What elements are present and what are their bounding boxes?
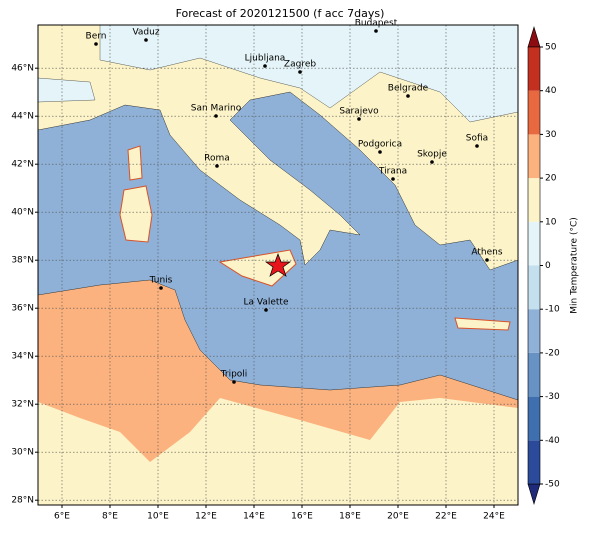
city-label: Bern [86,32,107,42]
map-frame [37,24,519,506]
colorbar-band [528,309,540,353]
y-tick-label: 42°N [11,160,34,170]
city-label: Tirana [378,167,407,177]
city-label: Belgrade [388,84,429,94]
y-tick-label: 30°N [11,448,34,458]
city-label: Vaduz [132,28,159,38]
y-tick-label: 38°N [11,256,34,266]
colorbar-band [528,47,540,91]
x-tick-label: 14°E [243,512,265,522]
colorbar-tick-label: 20 [545,174,557,184]
city-dot [357,117,361,121]
city-dot [215,164,219,168]
map-title: Forecast of 2020121500 (f acc 7days) [176,7,385,20]
city-dot [263,64,267,68]
x-tick-label: 16°E [291,512,313,522]
city-dot [430,160,434,164]
city-dot [214,114,218,118]
colorbar-tick-label: 40 [545,86,557,96]
grid [38,25,518,505]
crete [454,317,511,331]
city-label: Roma [204,154,230,164]
event-star [264,253,292,277]
city-label: Zagreb [284,60,316,70]
colorbar-label: Min Temperature (°C) [570,217,580,314]
city-label: Tripoli [220,370,248,380]
city-dot [391,177,395,181]
colorbar-tick-label: -20 [545,348,560,358]
colorbar-band [528,352,540,397]
colorbar-tick-label: -30 [545,392,560,402]
x-tick-label: 6°E [54,512,70,522]
colorbar-band [528,265,540,310]
x-tick-label: 10°E [147,512,169,522]
y-tick-label: 40°N [11,208,34,218]
colorbar-tick-label: -10 [545,305,560,315]
cold-region [38,25,518,123]
colorbar-over [527,25,541,48]
colorbar-tick-label: 10 [545,217,557,227]
city-label: Sarajevo [339,107,379,117]
city-label: Skopje [417,150,447,160]
city-label: Ljubljana [245,54,286,64]
colorbar-tick-label: -50 [545,480,560,490]
colorbar-tick-label: 50 [545,43,557,53]
y-tick-label: 44°N [11,112,34,122]
x-tick-label: 20°E [387,512,409,522]
colorbar-band [528,178,540,222]
sardinia [119,185,153,243]
city-label: Budapest [355,19,398,29]
city-label: Athens [471,248,502,258]
colorbar-band [528,440,540,484]
city-label: Podgorica [358,140,402,150]
city-dot [94,42,98,46]
map-area [38,25,518,505]
colorbar-tick-label: -40 [545,436,560,446]
city-label: Tunis [149,276,173,286]
y-tick-label: 46°N [11,64,34,74]
y-tick-label: 28°N [11,496,34,506]
corsica [127,145,143,181]
y-tick-label: 34°N [11,352,34,362]
city-dot [264,308,268,312]
x-tick-label: 22°E [435,512,457,522]
city-dot [144,38,148,42]
city-dot [159,286,163,290]
city-dot [475,144,479,148]
city-label: San Marino [191,104,242,114]
axes: 6°E 8°E 10°E 12°E 14°E 16°E 18°E 20°E 22°E 24°E 28… [11,64,505,522]
city-dot [485,258,489,262]
city-dot [378,150,382,154]
y-tick-label: 32°N [11,400,34,410]
colorbar-band [528,221,540,266]
x-tick-label: 12°E [195,512,217,522]
colorbar: -50 -40 -30 -20 -10 0 10 20 30 40 50 Min Temperatur… [527,25,580,506]
colorbar-under [527,483,541,506]
colorbar-band [528,396,540,441]
city-label: La Valette [244,298,289,308]
city-dot [374,29,378,33]
y-tick-label: 36°N [11,304,34,314]
x-tick-label: 24°E [483,512,505,522]
city-dot [406,94,410,98]
warm-region [38,280,518,462]
colorbar-band [528,134,540,179]
colorbar-tick-label: 0 [545,261,551,271]
city-dot [232,380,236,384]
city-label: Sofia [466,134,488,144]
colorbar-band [528,90,540,135]
x-tick-label: 8°E [102,512,118,522]
x-tick-label: 18°E [339,512,361,522]
colorbar-tick-label: 30 [545,130,557,140]
city-dot [298,70,302,74]
